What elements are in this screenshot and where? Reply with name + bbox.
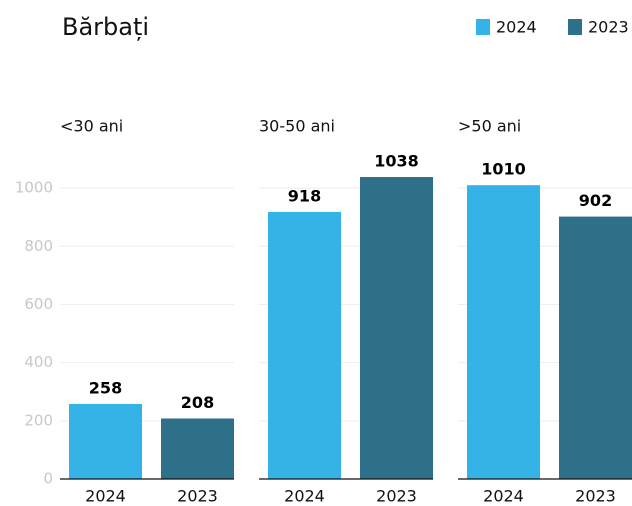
value-label: 902 [579,191,612,210]
panel-title: >50 ani [458,117,521,136]
value-label: 1010 [481,160,526,179]
x-tick-label: 2023 [575,487,616,506]
bar [559,216,632,479]
value-label: 918 [288,186,321,205]
legend-swatch [568,19,582,35]
legend-swatch [476,19,490,35]
value-label: 1038 [374,152,419,171]
bar [360,177,433,479]
y-tick-label: 600 [24,295,53,313]
x-tick-label: 2024 [284,487,325,506]
bar [69,403,142,479]
panel-title: <30 ani [60,117,123,136]
bar [161,418,234,479]
value-label: 208 [181,393,214,412]
panel-title: 30-50 ani [259,117,335,136]
bar [467,185,540,479]
y-tick-label: 200 [24,411,53,429]
legend-label: 2023 [588,18,629,37]
x-tick-label: 2023 [376,487,417,506]
y-tick-label: 400 [24,353,53,371]
x-tick-label: 2024 [85,487,126,506]
y-tick-label: 800 [24,237,53,255]
y-tick-label: 1000 [15,179,53,197]
y-tick-label: 0 [43,470,53,488]
chart-title: Bărbați [62,13,149,41]
x-tick-label: 2024 [483,487,524,506]
legend-label: 2024 [496,18,537,37]
value-label: 258 [89,378,122,397]
x-tick-label: 2023 [177,487,218,506]
bar [268,211,341,480]
